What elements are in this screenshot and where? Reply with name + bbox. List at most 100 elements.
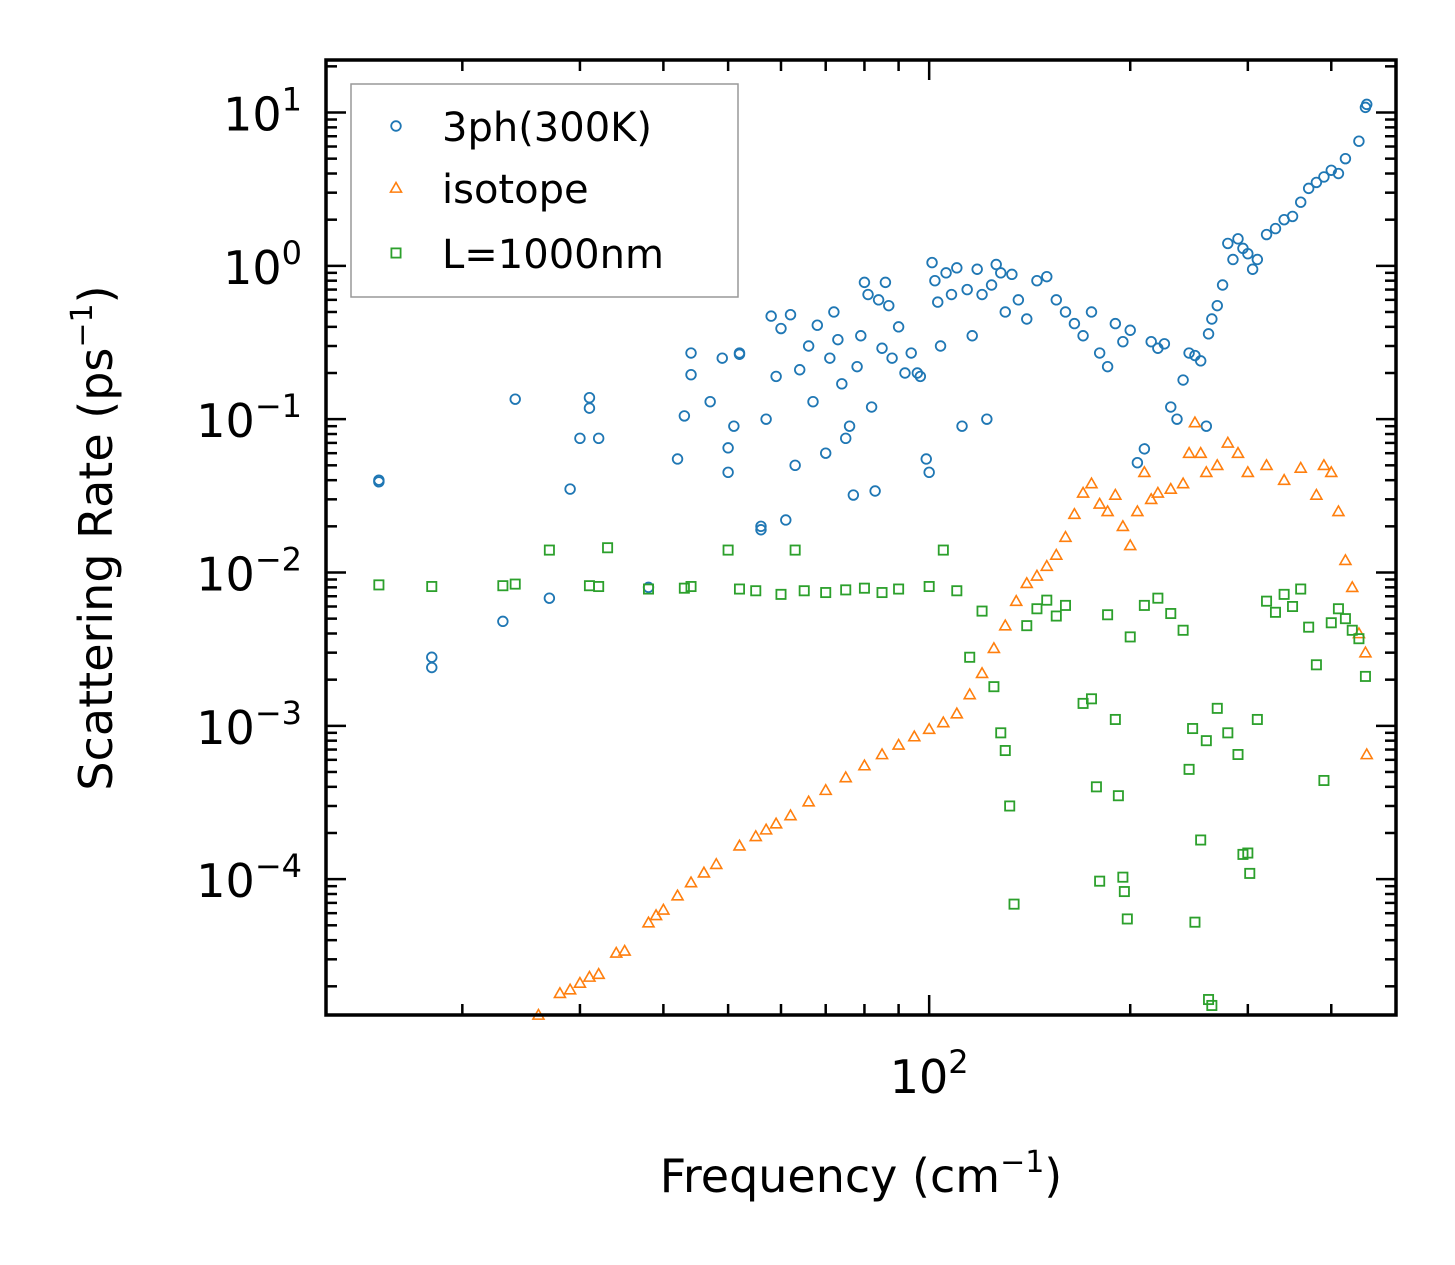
data-point-3ph xyxy=(760,413,772,425)
data-point-isotope xyxy=(1317,458,1331,471)
data-point-isotope xyxy=(857,758,872,771)
data-point-boundary xyxy=(722,544,734,556)
data-point-3ph xyxy=(836,378,848,390)
data-point-isotope xyxy=(1176,476,1190,489)
data-point-3ph xyxy=(685,347,697,359)
data-point-boundary xyxy=(643,583,655,595)
data-point-3ph xyxy=(1158,338,1171,350)
data-point-isotope xyxy=(1058,530,1073,543)
data-point-3ph xyxy=(1295,196,1307,208)
data-point-boundary xyxy=(858,582,870,594)
data-point-boundary xyxy=(1165,608,1177,620)
data-point-3ph xyxy=(1200,420,1213,432)
data-point-boundary xyxy=(976,605,988,617)
data-point-3ph xyxy=(832,333,844,346)
data-point-boundary xyxy=(678,582,690,594)
data-point-3ph xyxy=(1361,98,1373,111)
data-point-3ph xyxy=(847,489,860,501)
legend-marker-isotope xyxy=(389,180,403,193)
data-point-isotope xyxy=(1076,485,1090,498)
data-point-3ph xyxy=(722,466,734,479)
x-tick-label: 102 xyxy=(890,1043,969,1104)
legend-box xyxy=(350,83,739,298)
data-point-3ph xyxy=(1085,306,1098,318)
data-point-3ph xyxy=(858,276,871,289)
data-point-3ph xyxy=(1068,317,1081,330)
data-point-3ph xyxy=(976,288,988,301)
y-tick-label: 10−1 xyxy=(196,387,302,448)
data-point-3ph xyxy=(820,447,832,459)
data-point-isotope xyxy=(1182,446,1196,459)
data-point-boundary xyxy=(1059,599,1071,611)
data-point-boundary xyxy=(798,585,810,597)
data-point-3ph xyxy=(1124,324,1136,336)
data-point-3ph xyxy=(716,352,728,364)
data-point-boundary xyxy=(733,583,745,595)
data-point-isotope xyxy=(1293,460,1308,473)
data-point-3ph xyxy=(1165,401,1177,413)
data-point-boundary xyxy=(509,578,521,590)
y-tick-label-exp: 0 xyxy=(282,234,302,272)
data-point-3ph xyxy=(1194,355,1207,367)
data-point-boundary xyxy=(1152,592,1164,604)
data-point-3ph xyxy=(971,263,983,275)
data-point-3ph xyxy=(574,432,586,445)
data-point-boundary xyxy=(1318,774,1330,786)
data-point-3ph xyxy=(1006,268,1018,281)
data-point-3ph xyxy=(1318,171,1330,183)
data-point-boundary xyxy=(1310,659,1322,671)
data-point-3ph xyxy=(1021,313,1033,325)
data-point-3ph xyxy=(1325,164,1337,176)
data-point-3ph xyxy=(583,402,596,414)
x-tick-label-base: 10 xyxy=(890,1050,949,1104)
data-point-3ph xyxy=(1183,347,1195,359)
data-point-3ph xyxy=(1332,167,1345,180)
data-point-isotope xyxy=(1231,446,1245,459)
data-point-3ph xyxy=(722,442,734,454)
data-point-isotope xyxy=(1030,568,1044,581)
data-point-boundary xyxy=(988,681,1000,693)
data-point-3ph xyxy=(1242,247,1254,260)
data-point-boundary xyxy=(937,544,949,556)
data-point-boundary xyxy=(602,542,614,554)
data-point-3ph xyxy=(934,340,947,352)
data-point-boundary xyxy=(1295,583,1307,595)
data-point-boundary xyxy=(1206,999,1218,1011)
data-point-isotope xyxy=(591,967,606,980)
data-point-3ph xyxy=(892,321,905,333)
data-point-3ph xyxy=(865,401,878,413)
legend-marker-boundary-shape xyxy=(390,247,402,259)
data-point-isotope xyxy=(697,865,711,878)
data-point-boundary xyxy=(951,585,963,597)
data-point-3ph xyxy=(807,395,819,408)
data-point-boundary xyxy=(1269,606,1281,618)
plot-frame xyxy=(324,58,1398,1017)
data-point-isotope xyxy=(1150,485,1165,498)
data-point-isotope xyxy=(783,808,798,821)
data-point-3ph xyxy=(940,267,952,279)
data-point-isotope xyxy=(1049,547,1064,560)
data-point-3ph xyxy=(543,592,556,604)
legend-marker-3ph-shape xyxy=(390,120,402,132)
data-point-isotope xyxy=(1130,504,1145,517)
data-point-3ph xyxy=(886,352,898,364)
data-point-3ph xyxy=(1222,237,1234,250)
data-point-3ph xyxy=(1131,457,1144,469)
data-point-boundary xyxy=(1102,609,1114,621)
data-point-isotope xyxy=(1277,473,1292,486)
data-point-3ph xyxy=(1227,253,1239,266)
data-point-3ph xyxy=(770,370,782,383)
data-point-boundary xyxy=(1346,624,1358,636)
data-point-boundary xyxy=(1339,613,1351,625)
data-point-3ph xyxy=(990,258,1002,271)
data-point-3ph xyxy=(1251,253,1264,266)
data-point-boundary xyxy=(1109,713,1121,725)
data-point-isotope xyxy=(1188,415,1202,428)
data-point-3ph xyxy=(1353,135,1365,147)
data-point-3ph xyxy=(985,279,998,291)
data-point-3ph xyxy=(373,476,385,488)
data-point-3ph xyxy=(961,283,973,296)
legend-marker-boundary xyxy=(390,247,402,259)
data-point-3ph xyxy=(780,514,792,526)
